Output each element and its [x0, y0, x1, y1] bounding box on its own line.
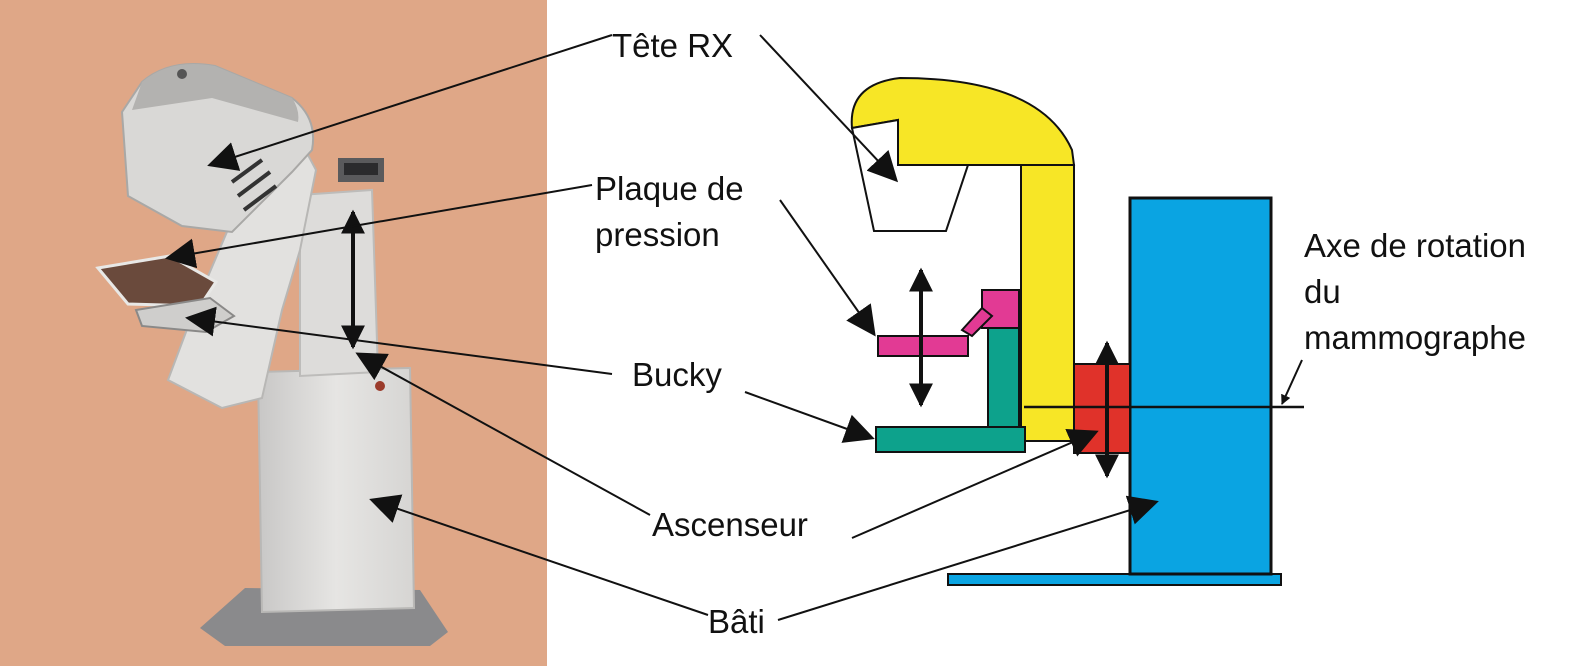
- bucky-column: [987, 327, 1020, 430]
- tube-arm: [1020, 164, 1075, 442]
- leader-plaque-photo: [165, 184, 593, 269]
- label-plaque-line2: pression: [595, 216, 720, 253]
- photo-tube-slots: [230, 158, 278, 212]
- photo-c-arm: [166, 138, 318, 410]
- leader-bucky-photo: [185, 306, 613, 375]
- label-tete-rx: Tête RX: [612, 27, 733, 64]
- label-axe-line1: Axe de rotation: [1304, 227, 1526, 264]
- leader-ascenseur-schema: [851, 429, 1099, 539]
- leader-bucky-schema: [744, 391, 875, 443]
- elevator-block: [1073, 363, 1131, 454]
- leader-bati-schema: [777, 495, 1159, 621]
- leader-ascenseur-photo: [355, 352, 651, 516]
- mammograph-schematic: [341, 76, 1304, 586]
- label-bati: Bâti: [708, 603, 765, 640]
- compression-link: [960, 306, 994, 338]
- leader-plaque-schema: [779, 199, 876, 337]
- label-axe-line3: mammographe: [1304, 319, 1526, 356]
- photo-cabinet-button: [375, 381, 385, 391]
- labels: Tête RX Plaque de pression Bucky Ascense…: [595, 27, 1526, 640]
- leader-tete-rx-photo: [207, 34, 613, 171]
- leader-lines: [165, 34, 1303, 621]
- photo-display-screen: [344, 163, 378, 175]
- leader-bati-photo: [369, 494, 709, 616]
- collimator-cone: [850, 118, 970, 232]
- frame-base: [947, 573, 1282, 586]
- mammograph-photo: [0, 0, 547, 666]
- photo-tube-cover: [132, 64, 299, 122]
- label-ascenseur: Ascenseur: [652, 506, 808, 543]
- photo-tube-port: [177, 69, 187, 79]
- photo-column: [299, 188, 380, 378]
- leader-axe: [1281, 359, 1303, 405]
- photo-compression-plate: [95, 254, 219, 308]
- label-axe-line2: du: [1304, 273, 1341, 310]
- leader-tete-rx-schema: [759, 34, 899, 183]
- frame-block: [1128, 196, 1273, 576]
- photo-cabinet: [256, 366, 416, 614]
- label-plaque-line1: Plaque de: [595, 170, 744, 207]
- bucky-plate: [875, 426, 1026, 453]
- label-bucky: Bucky: [632, 356, 722, 393]
- compression-carriage: [981, 289, 1020, 329]
- tube-head: [850, 76, 1076, 166]
